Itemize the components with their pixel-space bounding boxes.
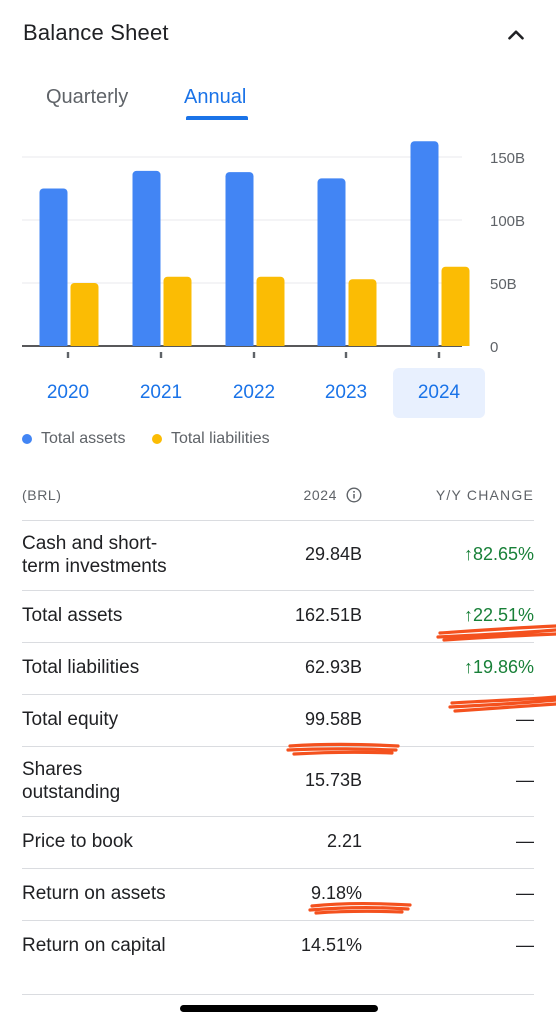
year-2023-button[interactable]: 2023 [324, 382, 368, 403]
table-row: Shares outstanding 15.73B — [22, 747, 534, 817]
row-label: Return on capital [22, 935, 166, 956]
bar-total-liabilities-2021[interactable] [163, 276, 192, 346]
bar-total-assets-2024[interactable] [410, 141, 439, 346]
period-tabs: Quarterly Annual [0, 80, 556, 124]
bar-base [256, 340, 285, 346]
year-header: 2024 [303, 487, 362, 503]
bar-base [70, 340, 99, 346]
table-row: Return on assets 9.18% — [22, 869, 534, 921]
row-change: ↑82.65% [463, 544, 534, 564]
row-label: Return on assets [22, 883, 166, 904]
section-title: Balance Sheet [23, 20, 169, 45]
y-tick-label: 150B [490, 150, 525, 167]
table-row: Total assets 162.51B ↑22.51% [22, 591, 534, 643]
row-change: — [516, 770, 534, 790]
legend-dot-icon [22, 434, 32, 444]
bar-chart-svg: 150B 100B 50B 0 [22, 141, 525, 358]
bar-total-liabilities-2022[interactable] [256, 276, 285, 346]
year-2024-button[interactable]: 2024 [393, 368, 485, 418]
section-header[interactable]: Balance Sheet [0, 0, 556, 70]
row-value: 162.51B [294, 605, 362, 625]
y-tick-label: 100B [490, 213, 525, 230]
row-change: — [516, 883, 534, 903]
row-label: Cash and short- term investments [22, 532, 167, 578]
table-row: Price to book 2.21 — [22, 817, 534, 869]
currency-header: (BRL) [22, 487, 62, 503]
row-label: Total equity [22, 709, 119, 730]
bar-total-assets-2020[interactable] [39, 188, 68, 347]
bar-total-liabilities-2020[interactable] [70, 283, 99, 346]
row-change: — [516, 935, 534, 955]
table-row: Total liabilities 62.93B ↑19.86% [22, 643, 534, 695]
chart-legend: Total assets Total liabilities [22, 430, 292, 450]
bar-base [39, 340, 68, 346]
divider [22, 994, 534, 995]
row-value: 2.21 [326, 831, 362, 851]
legend-label: Total liabilities [170, 430, 270, 447]
table-row: Cash and short- term investments 29.84B … [22, 521, 534, 591]
year-header-label: 2024 [303, 487, 337, 503]
bar-total-liabilities-2024[interactable] [441, 266, 470, 346]
row-label-line: term investments [22, 556, 167, 577]
bar-total-assets-2021[interactable] [132, 170, 161, 346]
bar-base [410, 340, 439, 346]
table-row: Return on capital 14.51% — [22, 921, 534, 972]
legend-item-total-liabilities: Total liabilities [151, 430, 270, 448]
year-2020-button[interactable]: 2020 [46, 382, 90, 403]
row-value: 29.84B [304, 544, 362, 564]
row-label: Shares outstanding [22, 758, 120, 804]
row-change: — [516, 709, 534, 729]
bar-base [132, 340, 161, 346]
row-label: Total liabilities [22, 657, 140, 678]
y-tick-label: 50B [490, 276, 517, 293]
row-change: — [516, 831, 534, 851]
bar-base [163, 340, 192, 346]
row-label: Total assets [22, 605, 123, 626]
year-2022-button[interactable]: 2022 [232, 382, 276, 403]
legend-item-total-assets: Total assets [22, 430, 125, 448]
tab-annual[interactable]: Annual [184, 86, 247, 108]
balance-chart: 150B 100B 50B 0 2020 2021 2022 2023 2024 [0, 130, 556, 430]
chevron-up-icon[interactable] [503, 22, 529, 48]
row-change: ↑19.86% [463, 657, 534, 677]
row-label-line: outstanding [22, 782, 121, 803]
row-value: 14.51% [300, 935, 362, 955]
legend-dot-icon [151, 434, 162, 444]
bar-base [441, 340, 470, 346]
active-tab-indicator [186, 116, 248, 120]
legend-label: Total assets [41, 430, 126, 447]
row-value: 99.58B [304, 709, 362, 729]
table-row: Total equity 99.58B — [22, 695, 534, 747]
tab-quarterly[interactable]: Quarterly [46, 86, 129, 108]
info-icon[interactable] [346, 487, 362, 503]
bar-total-liabilities-2023[interactable] [348, 279, 377, 346]
table-header: (BRL) 2024 Y/Y CHANGE [22, 470, 534, 521]
row-value: 62.93B [304, 657, 362, 677]
row-label-line: Shares [22, 759, 83, 780]
row-change: ↑22.51% [463, 605, 534, 625]
bar-base [348, 340, 377, 346]
y-tick-label: 0 [490, 339, 498, 356]
home-indicator[interactable] [180, 1005, 378, 1012]
bar-total-assets-2023[interactable] [317, 178, 346, 346]
year-2021-button[interactable]: 2021 [139, 382, 183, 403]
bar-total-assets-2022[interactable] [225, 172, 254, 346]
row-label: Price to book [22, 831, 133, 852]
balance-table: (BRL) 2024 Y/Y CHANGE Cash and short- te… [0, 470, 556, 972]
row-value: 9.18% [310, 883, 362, 903]
row-label-line: Cash and short- [22, 533, 158, 554]
yy-change-header: Y/Y CHANGE [435, 487, 534, 503]
row-value: 15.73B [304, 770, 362, 790]
bar-base [317, 340, 346, 346]
bar-base [225, 340, 254, 346]
